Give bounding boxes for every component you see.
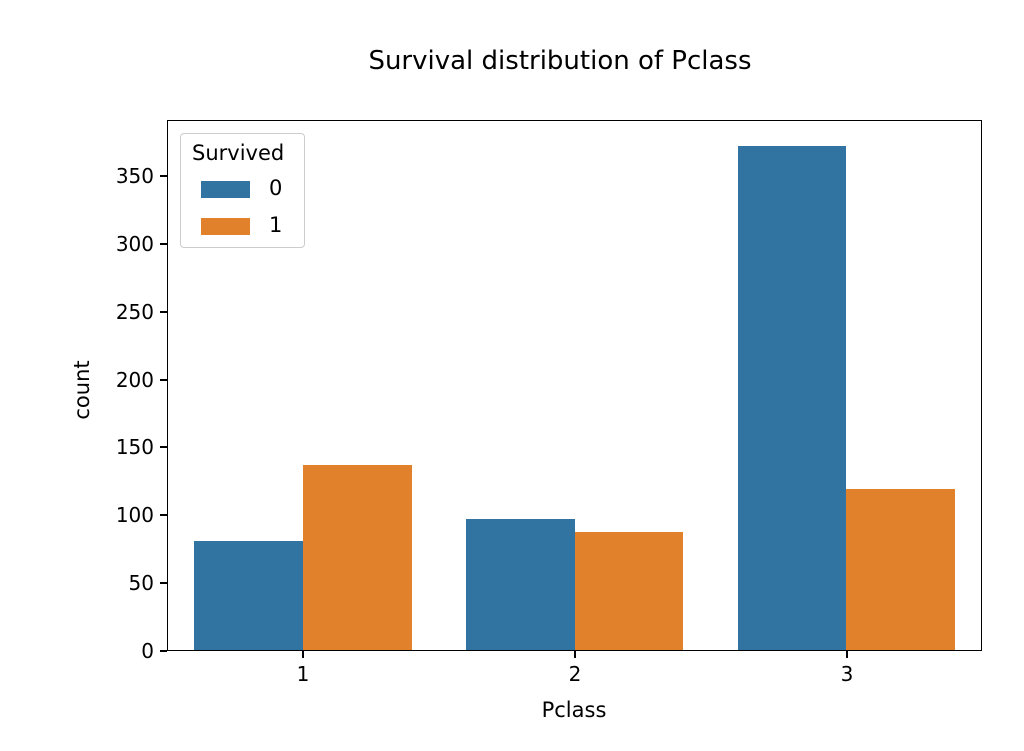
y-tick-label: 150 (115, 435, 154, 459)
y-tick (160, 311, 167, 313)
bar-pclass3-survived0 (738, 146, 846, 650)
y-tick (160, 175, 167, 177)
y-tick-label: 100 (115, 503, 154, 527)
y-tick (160, 514, 167, 516)
x-tick-label: 1 (296, 662, 310, 686)
y-tick (160, 379, 167, 381)
legend-swatch-0 (201, 181, 250, 198)
y-tick (160, 650, 167, 652)
y-tick (160, 243, 167, 245)
bar-pclass1-survived1 (303, 465, 412, 650)
y-axis-label: count (70, 360, 94, 420)
y-tick-label: 200 (115, 368, 154, 392)
x-tick (574, 651, 576, 658)
chart-title: Survival distribution of Pclass (368, 46, 752, 76)
x-tick-label: 3 (840, 662, 854, 686)
y-tick-label: 0 (141, 639, 154, 663)
legend-swatch-1 (201, 218, 250, 235)
x-tick (302, 651, 304, 658)
x-tick (846, 651, 848, 658)
legend-label-0: 0 (269, 176, 283, 200)
bar-pclass1-survived0 (194, 541, 303, 650)
y-tick (160, 582, 167, 584)
legend-title: Survived (192, 141, 285, 165)
x-tick-label: 2 (568, 662, 582, 686)
x-axis-label: Pclass (541, 698, 607, 722)
bar-pclass2-survived0 (466, 519, 575, 650)
plot-area (167, 120, 982, 651)
legend: Survived 0 1 (180, 133, 305, 248)
bar-pclass3-survived1 (846, 489, 955, 650)
bar-pclass2-survived1 (575, 532, 683, 650)
y-tick-label: 50 (128, 571, 154, 595)
legend-label-1: 1 (269, 213, 283, 237)
y-tick (160, 446, 167, 448)
y-tick-label: 350 (115, 164, 154, 188)
y-tick-label: 250 (115, 300, 154, 324)
y-tick-label: 300 (115, 232, 154, 256)
